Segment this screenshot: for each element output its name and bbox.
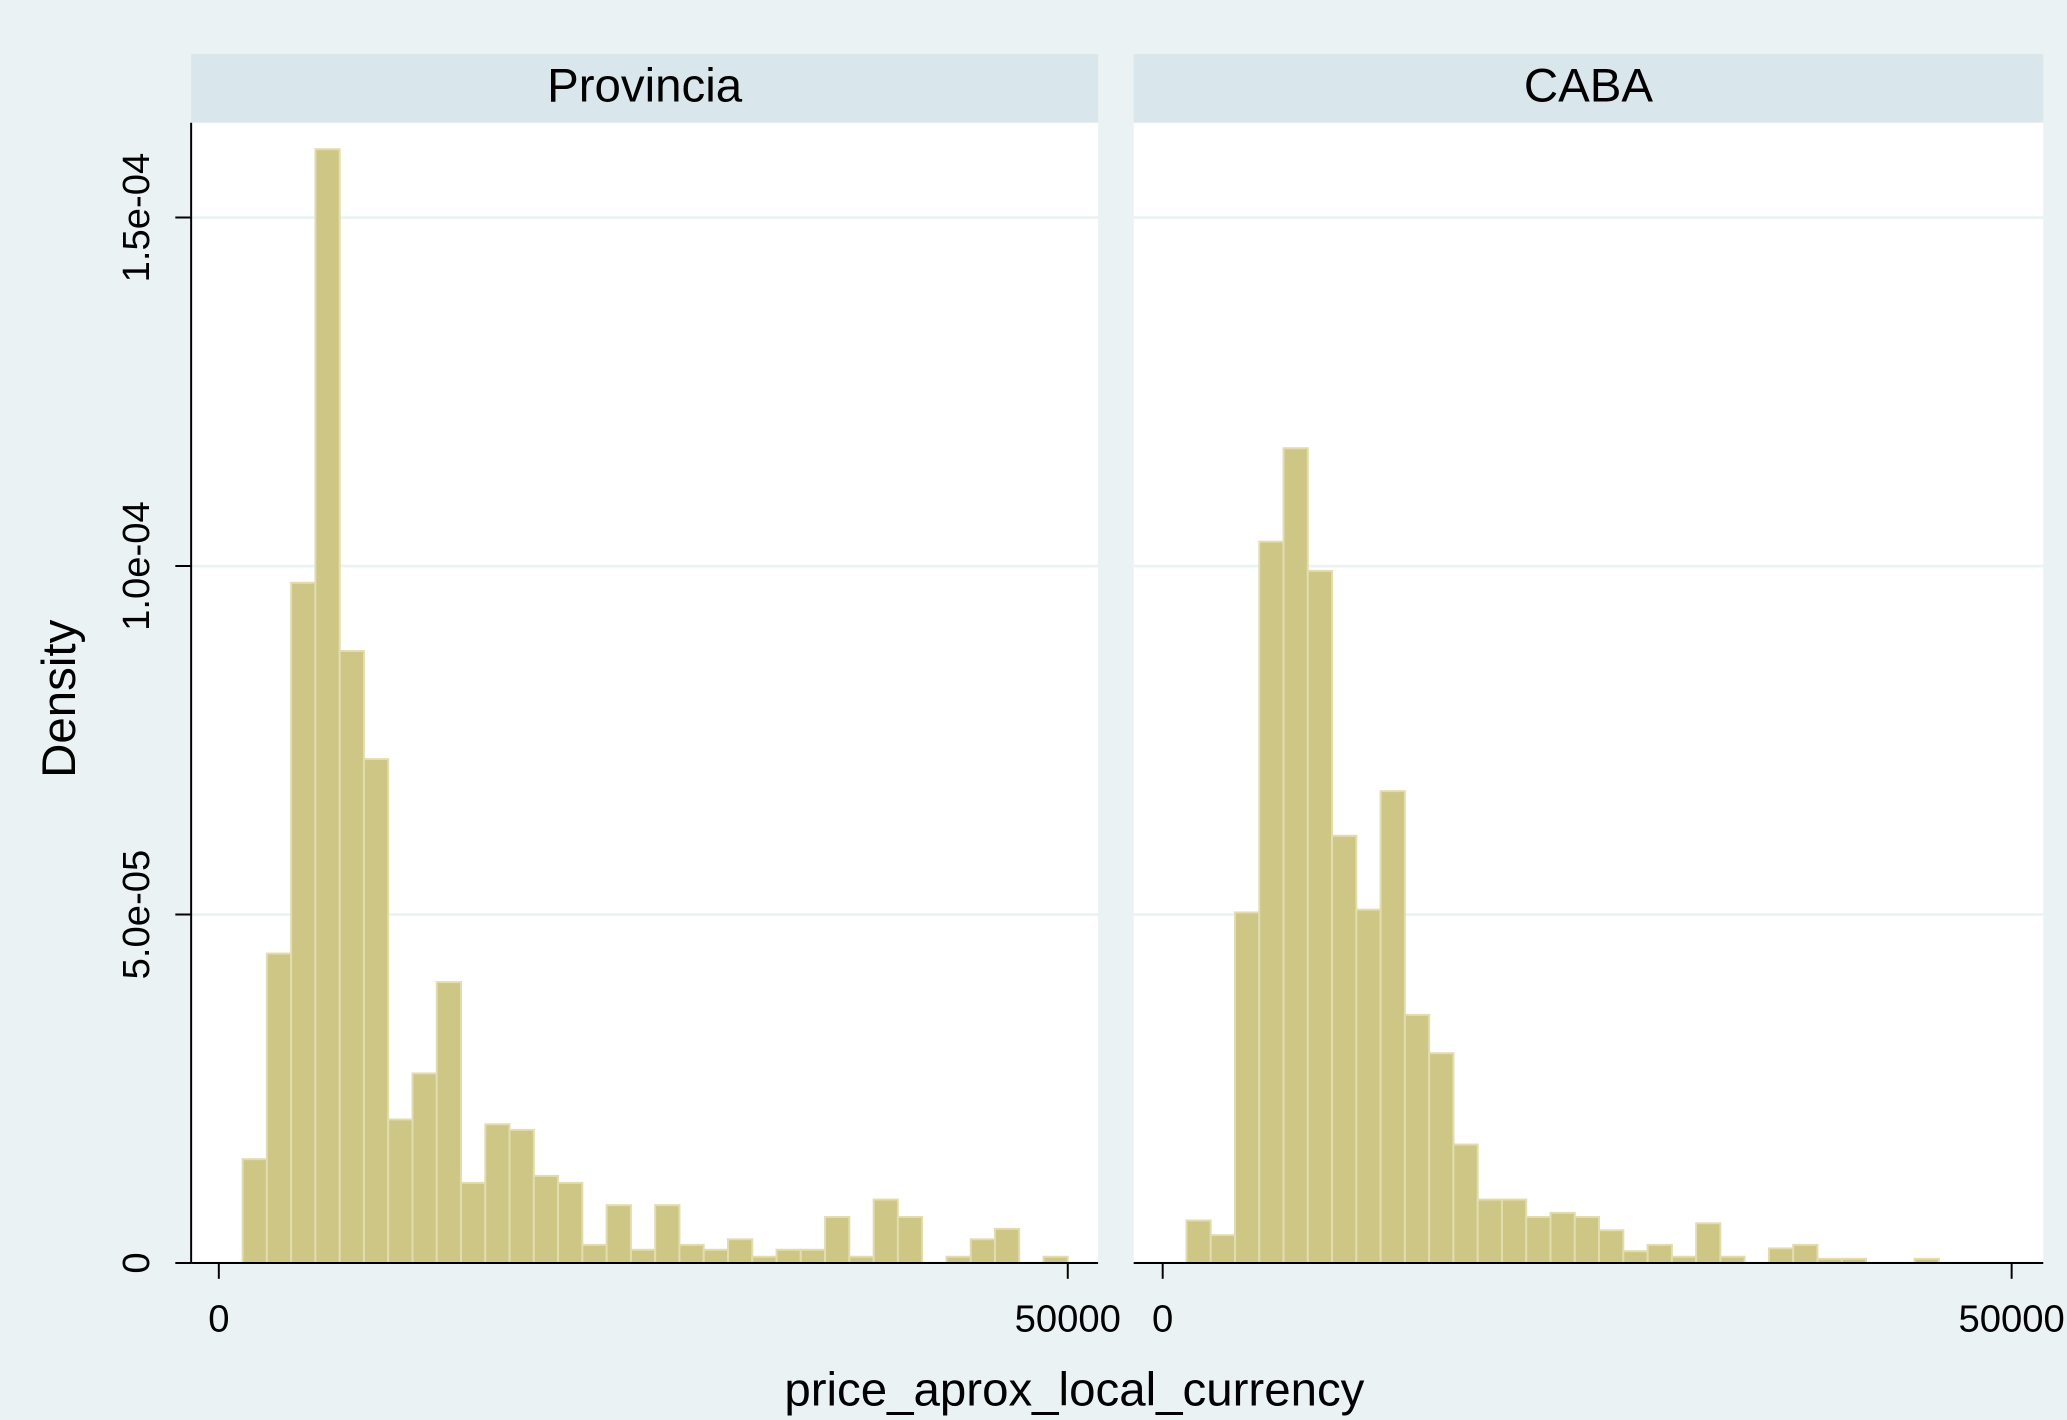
bar [824, 1216, 851, 1264]
y-tick-label: 1.0e-04 [115, 501, 158, 631]
bar [993, 1227, 1021, 1264]
bar [1549, 1211, 1576, 1264]
bar [1525, 1216, 1552, 1264]
bar [1403, 1013, 1431, 1264]
bar [484, 1123, 511, 1264]
bar [532, 1174, 560, 1264]
bar [775, 1248, 802, 1264]
bar [726, 1238, 754, 1264]
bar [1646, 1243, 1673, 1264]
bar [1695, 1222, 1722, 1264]
bar [1573, 1216, 1601, 1264]
bar [1258, 540, 1285, 1264]
bar [1331, 834, 1358, 1264]
bar [605, 1204, 632, 1264]
bar [435, 981, 463, 1264]
bar [1452, 1143, 1479, 1264]
x-axis-label: price_aprox_local_currency [784, 1363, 1364, 1416]
bar [1767, 1247, 1795, 1264]
bar [896, 1216, 924, 1264]
x-tick-label: 50000 [1015, 1298, 1121, 1341]
bar [460, 1181, 487, 1264]
bar [1209, 1234, 1236, 1264]
bar [1598, 1229, 1625, 1264]
bar [1185, 1219, 1212, 1264]
bar [338, 650, 365, 1264]
panel-title: Provincia [547, 60, 743, 113]
y-tick-label: 5.0e-05 [115, 850, 158, 980]
bar [290, 581, 317, 1264]
bar [411, 1072, 438, 1264]
panel-title: CABA [1524, 60, 1654, 113]
bar [557, 1181, 584, 1264]
bar [799, 1248, 827, 1264]
bar [314, 148, 341, 1264]
bar [387, 1118, 414, 1264]
bar [678, 1243, 705, 1264]
bar [362, 758, 390, 1264]
bar [1379, 790, 1406, 1264]
panel-header [1133, 54, 2044, 123]
y-tick-label: 1.5e-04 [115, 153, 158, 283]
bar [1282, 447, 1309, 1264]
bar [702, 1248, 729, 1264]
bar [1306, 569, 1334, 1264]
bar [1622, 1250, 1649, 1264]
bar [969, 1238, 996, 1264]
x-tick-label: 50000 [1958, 1298, 2064, 1341]
bar [1476, 1198, 1503, 1264]
bar [654, 1204, 681, 1264]
y-axis-label: Density [33, 619, 86, 777]
bar [1792, 1243, 1819, 1264]
x-tick-label: 0 [208, 1298, 229, 1341]
bar [241, 1158, 268, 1264]
bar [1355, 908, 1382, 1264]
bar [265, 952, 293, 1264]
x-tick-label: 0 [1152, 1298, 1173, 1341]
bar [629, 1248, 657, 1264]
bar [1234, 911, 1261, 1264]
bar [1500, 1198, 1528, 1264]
bar [581, 1243, 608, 1264]
bar [1428, 1052, 1455, 1264]
bar [872, 1198, 899, 1264]
y-tick-label: 0 [115, 1252, 158, 1273]
panel-header [191, 54, 1099, 123]
bar [508, 1128, 535, 1264]
